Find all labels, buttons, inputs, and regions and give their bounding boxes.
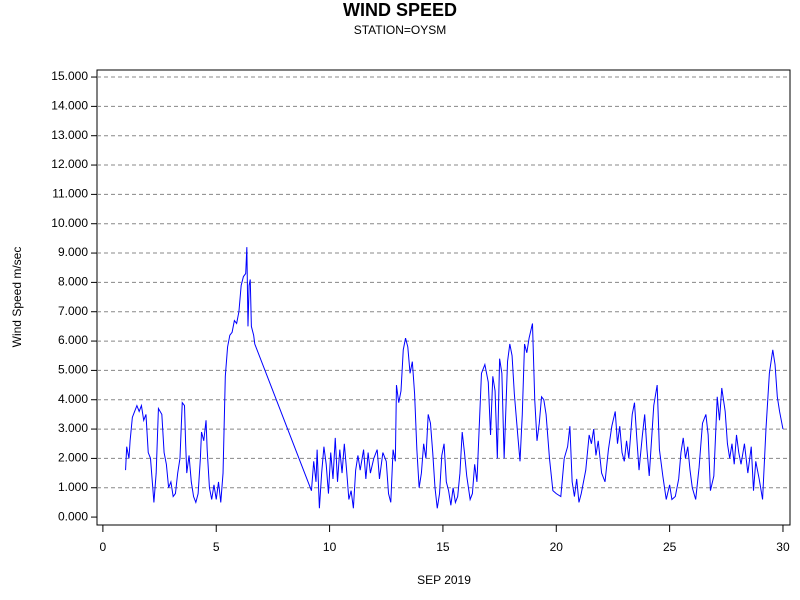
y-tick-label: 10.000: [51, 216, 88, 230]
wind-speed-line: [125, 247, 784, 509]
y-tick-label: 3.000: [58, 421, 88, 435]
y-tick-label: 0.000: [58, 509, 88, 523]
x-tick-label: 25: [663, 540, 677, 554]
x-tick-label: 0: [100, 540, 107, 554]
y-tick-label: 4.000: [58, 392, 88, 406]
y-tick-label: 8.000: [58, 275, 88, 289]
chart-title: WIND SPEED: [343, 0, 457, 20]
y-tick-label: 9.000: [58, 245, 88, 259]
y-axis-label: Wind Speed m/sec: [10, 247, 24, 348]
y-tick-label: 5.000: [58, 363, 88, 377]
y-tick-label: 12.000: [51, 157, 88, 171]
y-tick-label: 2.000: [58, 451, 88, 465]
x-tick-label: 20: [550, 540, 564, 554]
x-tick-label: 30: [776, 540, 790, 554]
x-tick-label: 10: [323, 540, 337, 554]
x-tick-label: 5: [213, 540, 220, 554]
y-tick-label: 7.000: [58, 304, 88, 318]
y-tick-label: 15.000: [51, 69, 88, 83]
x-axis-label: SEP 2019: [417, 573, 471, 587]
y-tick-label: 6.000: [58, 333, 88, 347]
y-tick-label: 13.000: [51, 128, 88, 142]
y-tick-label: 11.000: [52, 187, 88, 201]
chart-subtitle: STATION=OYSM: [354, 23, 447, 37]
y-tick-label: 14.000: [51, 99, 88, 113]
plot-frame: [96, 69, 791, 526]
x-tick-label: 15: [436, 540, 450, 554]
y-tick-label: 1.000: [58, 480, 88, 494]
